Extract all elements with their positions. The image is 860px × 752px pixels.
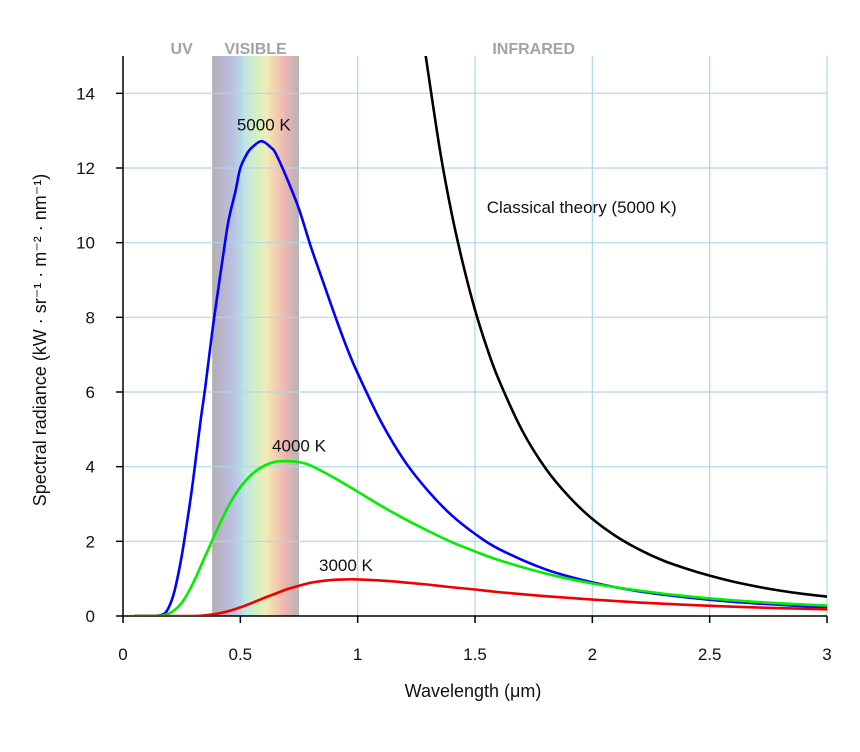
series-line-5000-k [133, 139, 827, 616]
series-lines [133, 56, 827, 616]
annotation-5000-k: 5000 K [237, 116, 292, 135]
visible-spectrum-band [212, 56, 299, 616]
y-tick-label-3: 6 [86, 383, 95, 402]
series-line-4000-k [133, 459, 827, 616]
y-tick-label-4: 8 [86, 308, 95, 327]
x-tick-label-1: 0.5 [229, 645, 253, 664]
x-tick-label-0: 0 [118, 645, 127, 664]
series-line-classical-theory-5000-k [424, 56, 827, 598]
region-label-visible: VISIBLE [224, 41, 287, 58]
x-tick-label-5: 2.5 [698, 645, 722, 664]
series-line-3000-k [133, 578, 827, 616]
y-tick-label-0: 0 [86, 607, 95, 626]
x-axis-title: Wavelength (μm) [405, 681, 542, 701]
region-label-infrared: INFRARED [492, 41, 575, 58]
y-tick-label-6: 12 [76, 159, 95, 178]
region-labels: UV VISIBLE INFRARED [171, 41, 575, 58]
x-tick-label-4: 2 [588, 645, 597, 664]
y-axis-title: Spectral radiance (kW · sr⁻¹ · m⁻² · nm⁻… [30, 174, 50, 507]
annotation-3000-k: 3000 K [319, 556, 374, 575]
annotation-classical-theory-5000-k: Classical theory (5000 K) [487, 198, 677, 217]
tick-labels: 0 0.5 1 1.5 2 2.5 3 0 2 4 6 8 10 12 14 [76, 84, 832, 664]
x-tick-label-3: 1.5 [463, 645, 487, 664]
y-tick-label-1: 2 [86, 532, 95, 551]
annotations: 5000 K 4000 K 3000 K Classical theory (5000… [237, 116, 677, 576]
x-tick-label-6: 3 [822, 645, 831, 664]
y-tick-label-5: 10 [76, 234, 95, 253]
region-label-uv: UV [171, 41, 194, 58]
x-tick-label-2: 1 [353, 645, 362, 664]
y-tick-label-7: 14 [76, 84, 95, 103]
annotation-4000-k: 4000 K [272, 437, 327, 456]
y-tick-label-2: 4 [86, 458, 95, 477]
